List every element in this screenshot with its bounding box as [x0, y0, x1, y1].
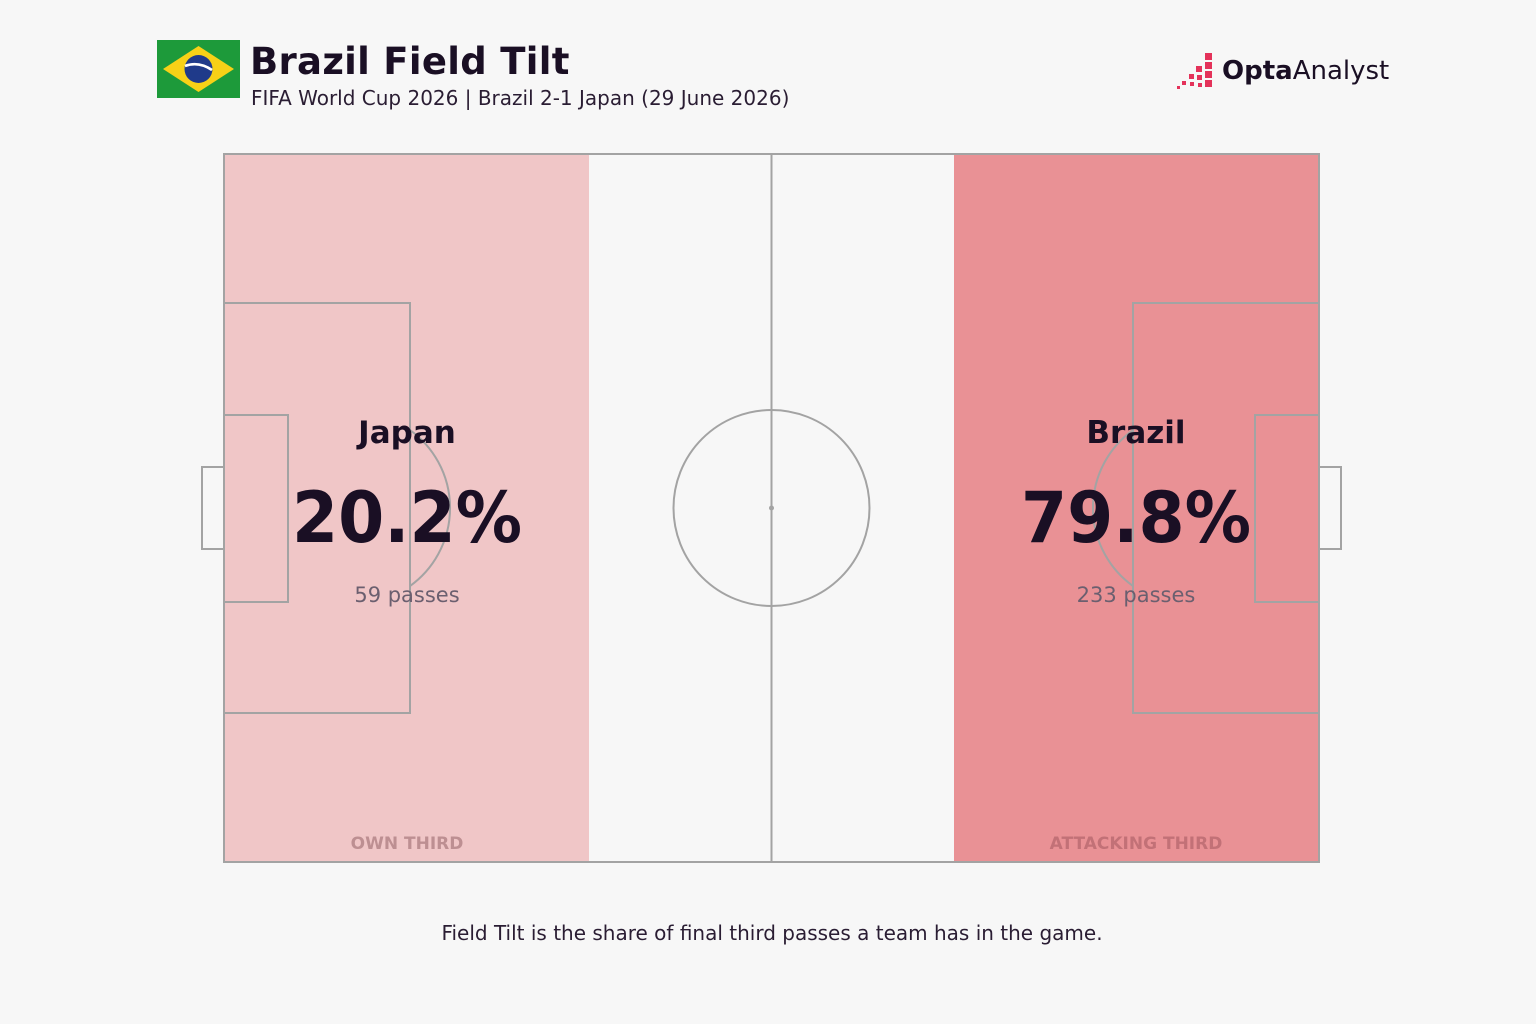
opta-analyst-wordmark: OptaAnalyst [1222, 54, 1389, 88]
japan-share-label: 20.2% [292, 477, 522, 559]
right-goal [1318, 466, 1342, 550]
own-third-label: OWN THIRD [351, 834, 464, 854]
brand-name-regular: Analyst [1292, 56, 1390, 86]
brazil-share-label: 79.8% [1021, 477, 1251, 559]
opta-analyst-logo: OptaAnalyst [1176, 52, 1389, 92]
chart-caption: Field Tilt is the share of final third p… [441, 921, 1103, 945]
chart-title: Brazil Field Tilt [250, 40, 570, 83]
left-goal [201, 466, 225, 550]
brazil-team-label: Brazil [1086, 415, 1185, 451]
opta-analyst-logo-icon [1177, 53, 1212, 89]
brazil-passes-label: 233 passes [1077, 583, 1196, 607]
attacking-third-label: ATTACKING THIRD [1050, 834, 1223, 854]
centre-spot [769, 505, 774, 511]
chart-subtitle: FIFA World Cup 2026 | Brazil 2-1 Japan (… [251, 86, 790, 110]
japan-team-label: Japan [356, 415, 456, 451]
japan-passes-label: 59 passes [354, 583, 459, 607]
brazil-flag-icon [157, 40, 240, 98]
left-penalty-arc [409, 429, 451, 587]
own-third-zone [224, 154, 589, 862]
attacking-third-zone [954, 154, 1319, 862]
right-penalty-arc [1092, 429, 1134, 587]
centre-circle [672, 409, 871, 607]
brand-name-bold: Opta [1222, 56, 1293, 86]
